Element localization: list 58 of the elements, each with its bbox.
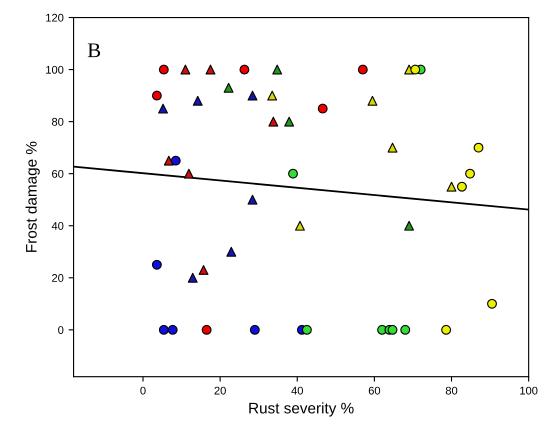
point xyxy=(446,182,456,192)
point xyxy=(192,96,203,106)
point xyxy=(164,156,174,166)
y-tick-label: 40 xyxy=(52,222,64,230)
point xyxy=(388,324,398,335)
point xyxy=(152,260,162,270)
y-tick-label: 80 xyxy=(52,118,64,126)
point xyxy=(226,246,236,257)
y-tick-label: 20 xyxy=(52,274,64,282)
y-tick-label: 60 xyxy=(52,170,64,178)
point xyxy=(224,82,234,93)
y-tick-label: 120 xyxy=(46,14,64,22)
point xyxy=(180,64,190,75)
point xyxy=(267,90,278,101)
point xyxy=(404,220,414,231)
x-tick-label: 40 xyxy=(291,386,303,395)
point xyxy=(465,168,475,179)
point xyxy=(248,90,258,101)
point xyxy=(410,64,420,75)
y-tick-label: 100 xyxy=(46,66,64,74)
x-tick-label: 20 xyxy=(214,386,226,395)
point xyxy=(441,324,452,335)
y-axis-title: Frost damage % xyxy=(26,142,40,252)
point xyxy=(288,168,298,179)
point xyxy=(184,168,194,179)
point xyxy=(318,104,328,114)
point xyxy=(158,104,168,114)
point xyxy=(206,64,216,75)
x-tick-label: 60 xyxy=(368,386,380,395)
y-tick-label: 0 xyxy=(58,326,64,334)
point xyxy=(456,182,467,192)
x-tick-label: 0 xyxy=(140,386,146,395)
point xyxy=(239,64,250,75)
point xyxy=(474,142,484,153)
point xyxy=(248,194,258,205)
annotation: B xyxy=(88,43,100,58)
point xyxy=(170,156,181,166)
point xyxy=(168,324,178,335)
point xyxy=(202,324,212,335)
point xyxy=(158,64,169,75)
point xyxy=(358,64,368,75)
point xyxy=(188,272,198,283)
x-tick-label: 100 xyxy=(520,386,538,395)
point xyxy=(268,116,278,127)
point xyxy=(400,324,410,335)
point xyxy=(487,298,497,309)
point xyxy=(284,116,294,127)
x-axis-title: Rust severity % xyxy=(249,402,354,417)
point xyxy=(295,220,305,231)
point xyxy=(158,324,169,335)
point xyxy=(388,142,398,153)
point xyxy=(368,96,378,106)
x-tick-label: 80 xyxy=(446,386,458,395)
point xyxy=(152,90,162,101)
point xyxy=(198,265,208,275)
point xyxy=(250,324,260,335)
point xyxy=(302,324,312,335)
point xyxy=(272,64,282,75)
